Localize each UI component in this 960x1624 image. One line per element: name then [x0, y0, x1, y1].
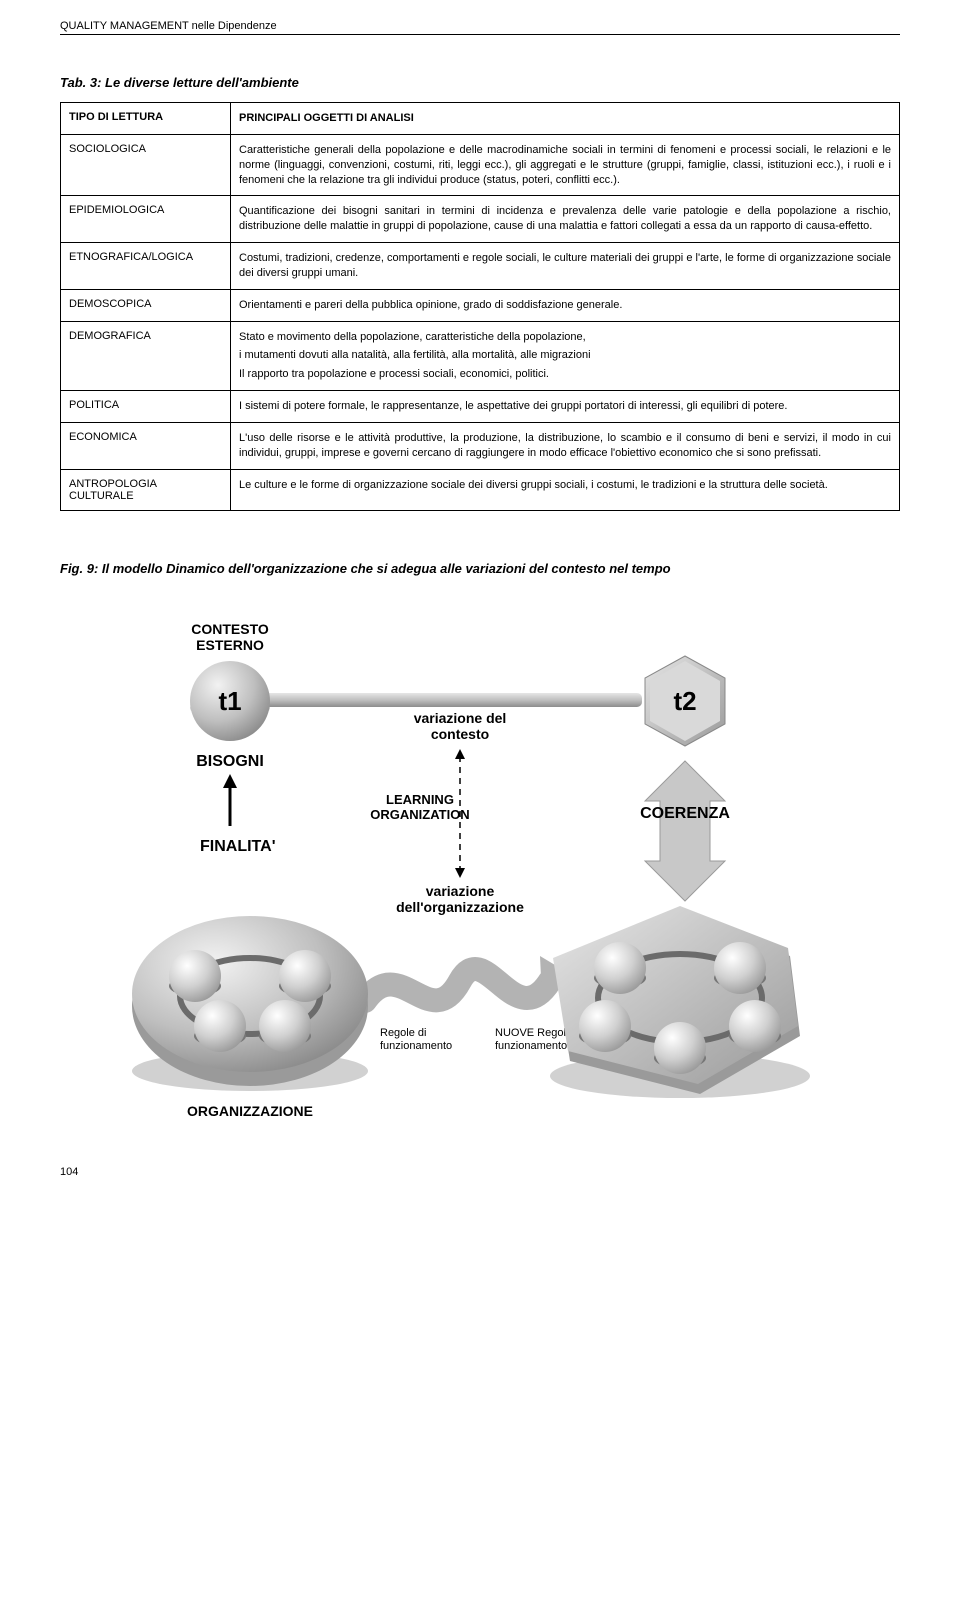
row-type: ETNOGRAFICA/LOGICA [61, 243, 231, 290]
row-desc: Quantificazione dei bisogni sanitari in … [231, 196, 900, 243]
timeline-bar [265, 693, 642, 707]
table-row: SOCIOLOGICA Caratteristiche generali del… [61, 134, 900, 196]
label-t2: t2 [673, 686, 696, 716]
table-row: ETNOGRAFICA/LOGICA Costumi, tradizioni, … [61, 243, 900, 290]
row-desc: Orientamenti e pareri della pubblica opi… [231, 289, 900, 321]
label-finalita: FINALITA' [200, 838, 276, 855]
row-type: ECONOMICA [61, 422, 231, 469]
figure-caption: Fig. 9: Il modello Dinamico dell'organiz… [60, 561, 900, 576]
label-variazione-org-1: variazione [426, 883, 495, 899]
label-t1: t1 [218, 686, 241, 716]
table-header-left: TIPO DI LETTURA [61, 103, 231, 135]
dynamic-model-diagram: CONTESTO ESTERNO t1 t2 variazione del co… [100, 606, 860, 1126]
table-row: ANTROPOLOGIA CULTURALE Le culture e le f… [61, 469, 900, 510]
label-regole-2: funzionamento [380, 1040, 452, 1052]
row-type: ANTROPOLOGIA CULTURALE [61, 469, 231, 510]
label-learning-2: ORGANIZATION [370, 807, 469, 822]
table-row: DEMOGRAFICA Stato e movimento della popo… [61, 321, 900, 391]
row-desc: L'uso delle risorse e le attività produt… [231, 422, 900, 469]
coerenza-double-arrow [645, 761, 725, 901]
label-learning-1: LEARNING [386, 792, 454, 807]
label-variazione-contesto-2: contesto [431, 726, 489, 742]
swirl-arrow [365, 956, 570, 1001]
label-contesto-esterno-1: CONTESTO [191, 621, 269, 637]
running-header: QUALITY MANAGEMENT nelle Dipendenze [60, 20, 900, 35]
row-desc: Costumi, tradizioni, credenze, comportam… [231, 243, 900, 290]
table-header-right: PRINCIPALI OGGETTI DI ANALISI [231, 103, 900, 135]
row-type: POLITICA [61, 391, 231, 423]
right-cluster [550, 906, 810, 1098]
label-contesto-esterno-2: ESTERNO [196, 637, 264, 653]
row-type: DEMOSCOPICA [61, 289, 231, 321]
row-type: SOCIOLOGICA [61, 134, 231, 196]
row-type: EPIDEMIOLOGICA [61, 196, 231, 243]
row-desc-line: Stato e movimento della popolazione, car… [239, 330, 891, 345]
table-header-row: TIPO DI LETTURA PRINCIPALI OGGETTI DI AN… [61, 103, 900, 135]
row-type: DEMOGRAFICA [61, 321, 231, 391]
label-coerenza: COERENZA [640, 805, 730, 822]
letture-table: TIPO DI LETTURA PRINCIPALI OGGETTI DI AN… [60, 102, 900, 511]
arrow-bisogni-up [223, 774, 237, 826]
label-variazione-org-2: dell'organizzazione [396, 899, 524, 915]
label-regole-1: Regole di [380, 1027, 426, 1039]
row-desc: I sistemi di potere formale, le rapprese… [231, 391, 900, 423]
diagram-container: CONTESTO ESTERNO t1 t2 variazione del co… [60, 606, 900, 1126]
label-organizzazione: ORGANIZZAZIONE [187, 1103, 313, 1119]
table-row: DEMOSCOPICA Orientamenti e pareri della … [61, 289, 900, 321]
table-row: EPIDEMIOLOGICA Quantificazione dei bisog… [61, 196, 900, 243]
label-variazione-contesto-1: variazione del [414, 710, 507, 726]
row-desc: Le culture e le forme di organizzazione … [231, 469, 900, 510]
label-nuove-regole-2: funzionamento [495, 1040, 567, 1052]
table-row: POLITICA I sistemi di potere formale, le… [61, 391, 900, 423]
row-desc-line: Il rapporto tra popolazione e processi s… [239, 367, 891, 382]
table-row: ECONOMICA L'uso delle risorse e le attiv… [61, 422, 900, 469]
left-cluster [132, 916, 368, 1091]
row-desc: Stato e movimento della popolazione, car… [231, 321, 900, 391]
label-bisogni: BISOGNI [196, 753, 264, 770]
page-number: 104 [60, 1166, 900, 1178]
row-desc-line: i mutamenti dovuti alla natalità, alla f… [239, 348, 891, 363]
row-desc: Caratteristiche generali della popolazio… [231, 134, 900, 196]
table-caption: Tab. 3: Le diverse letture dell'ambiente [60, 75, 900, 90]
